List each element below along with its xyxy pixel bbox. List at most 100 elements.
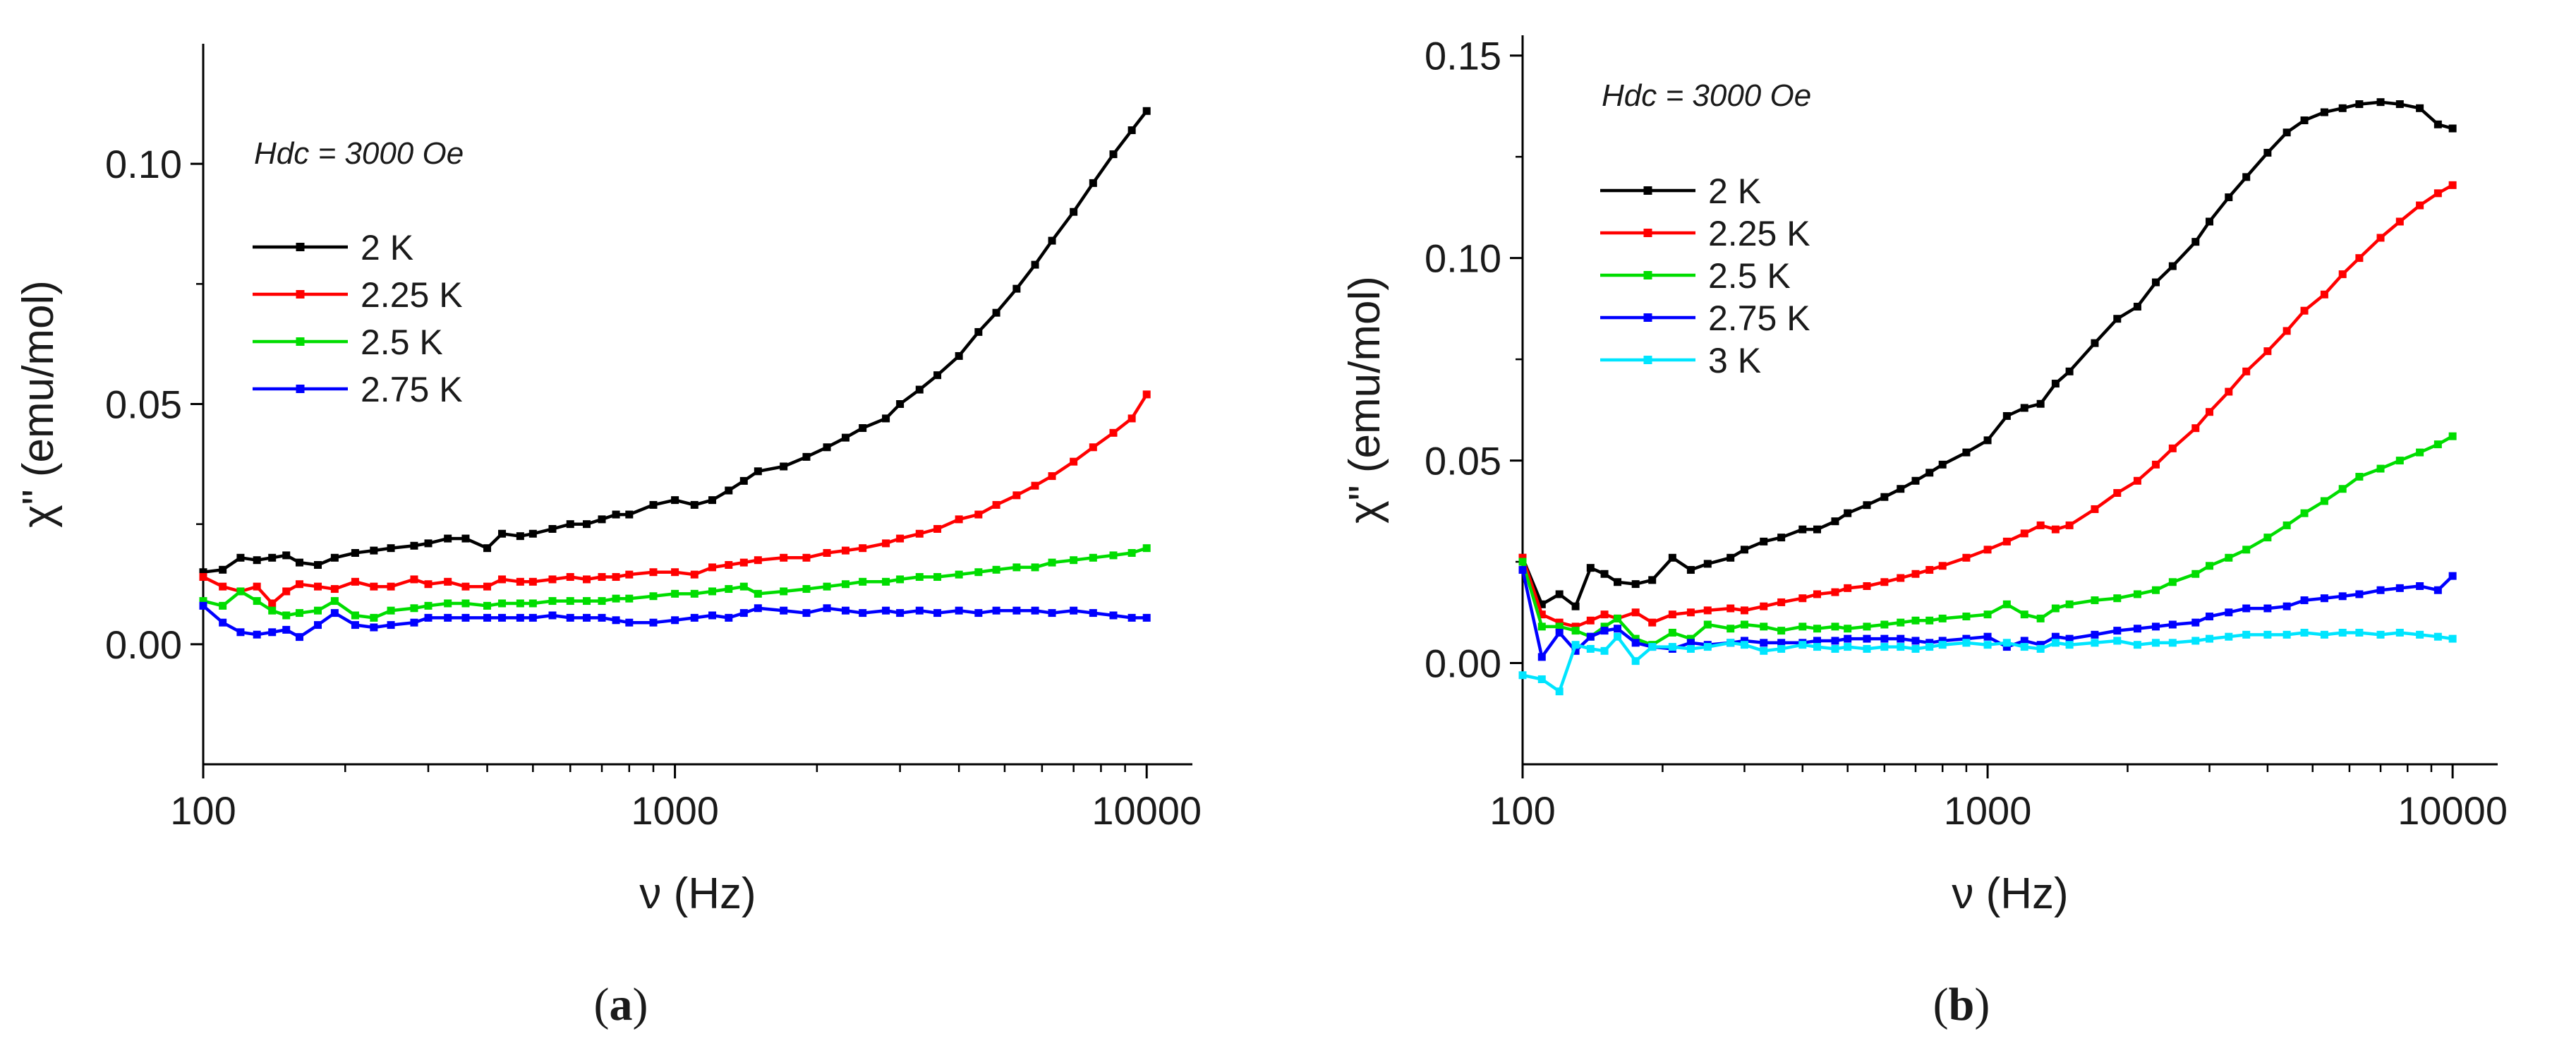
data-point xyxy=(1048,558,1056,567)
data-point xyxy=(2206,613,2214,621)
data-point xyxy=(1911,637,1920,645)
data-point xyxy=(1537,675,1546,683)
data-point xyxy=(754,604,762,613)
data-point xyxy=(1880,578,1889,586)
data-point xyxy=(2376,630,2385,639)
data-point xyxy=(1740,637,1748,645)
data-point xyxy=(841,546,849,555)
data-point xyxy=(2206,408,2214,416)
data-point xyxy=(2168,578,2177,586)
data-point xyxy=(1537,653,1546,661)
series-3-k xyxy=(1518,628,2457,696)
data-point xyxy=(1740,620,1748,629)
data-point xyxy=(1668,553,1676,562)
data-point xyxy=(1555,618,1564,627)
data-point xyxy=(516,613,524,622)
data-point xyxy=(483,601,492,610)
data-point xyxy=(330,597,339,606)
data-point xyxy=(1031,606,1039,615)
data-point xyxy=(823,549,831,558)
data-point xyxy=(933,524,942,533)
data-point xyxy=(268,628,277,637)
data-point xyxy=(2036,614,2045,622)
data-point xyxy=(1777,627,1786,635)
data-point xyxy=(282,625,291,634)
panel-label-close: ) xyxy=(1974,979,1990,1030)
data-point xyxy=(253,556,261,565)
data-point xyxy=(780,553,788,562)
data-point xyxy=(268,553,277,562)
legend-swatch-marker xyxy=(1643,229,1652,237)
data-point xyxy=(671,496,679,505)
data-point xyxy=(2300,306,2309,315)
data-point xyxy=(370,613,378,622)
data-point xyxy=(2002,537,2011,546)
data-point xyxy=(351,577,359,586)
y-tick-label: 0.10 xyxy=(105,142,182,186)
data-point xyxy=(649,618,658,627)
data-point xyxy=(410,575,418,584)
data-point xyxy=(1109,611,1118,620)
data-point xyxy=(2168,620,2177,629)
data-point xyxy=(387,621,395,630)
data-point xyxy=(2036,399,2045,408)
data-point xyxy=(2448,634,2457,643)
data-point xyxy=(1571,622,1580,631)
data-point xyxy=(2395,457,2404,465)
data-point xyxy=(754,589,762,598)
x-axis-title: ν (Hz) xyxy=(1952,869,2068,918)
data-point xyxy=(671,589,679,598)
data-point xyxy=(2020,643,2028,651)
data-point xyxy=(896,534,905,543)
data-point xyxy=(649,592,658,601)
data-point xyxy=(461,599,470,608)
data-point xyxy=(199,601,207,610)
data-point xyxy=(2395,100,2404,109)
data-point xyxy=(2263,630,2272,639)
panel-label-open: ( xyxy=(1933,979,1949,1030)
data-point xyxy=(1813,525,1821,534)
data-point xyxy=(2376,98,2385,107)
data-point xyxy=(1555,590,1564,598)
legend-label: 2 K xyxy=(361,228,413,267)
data-point xyxy=(1631,657,1640,665)
data-point xyxy=(1863,501,1871,510)
panel-label-close: ) xyxy=(633,979,648,1030)
data-point xyxy=(1863,634,1871,643)
data-point xyxy=(2433,189,2442,198)
data-point xyxy=(1631,580,1640,589)
series-2-5-k xyxy=(1518,432,2457,649)
data-point xyxy=(1831,622,1839,631)
data-point xyxy=(1911,476,1920,485)
data-point xyxy=(882,577,890,586)
data-point xyxy=(896,400,905,408)
data-point xyxy=(387,582,395,591)
series-2-5-k xyxy=(199,544,1151,622)
data-point xyxy=(2191,238,2200,246)
data-point xyxy=(295,580,303,589)
legend: 2 K 2.25 K 2.5 K 2.75 K xyxy=(253,228,463,409)
data-point xyxy=(2225,553,2233,562)
data-point xyxy=(2191,424,2200,433)
data-point xyxy=(236,628,245,637)
panel-label: (a) xyxy=(594,979,648,1030)
data-point xyxy=(882,414,890,423)
data-point xyxy=(2036,521,2045,529)
data-point xyxy=(516,577,524,586)
legend-item: 2 K xyxy=(253,228,413,267)
data-point xyxy=(1600,610,1609,619)
data-point xyxy=(598,597,606,606)
data-point xyxy=(690,500,699,509)
data-point xyxy=(2191,570,2200,578)
data-point xyxy=(690,613,699,622)
data-point xyxy=(1600,570,1609,578)
data-point xyxy=(2051,525,2060,534)
data-point xyxy=(410,618,418,627)
data-point xyxy=(612,510,620,519)
data-point xyxy=(2448,181,2457,189)
data-point xyxy=(649,568,658,577)
data-point xyxy=(725,613,733,622)
data-point xyxy=(1127,126,1136,135)
data-point xyxy=(1600,627,1609,635)
data-point xyxy=(1012,284,1021,293)
